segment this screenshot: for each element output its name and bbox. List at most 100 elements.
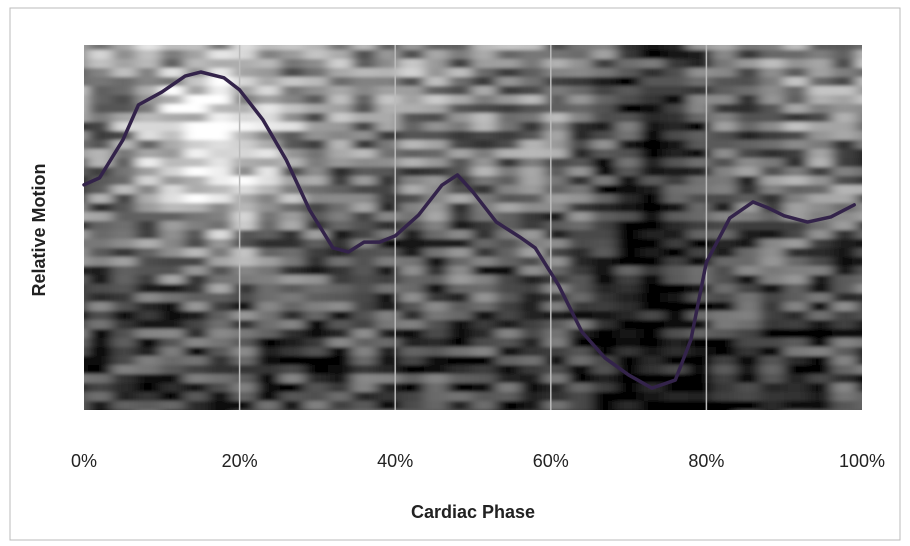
heatmap-cell — [736, 149, 762, 159]
heatmap-cell — [184, 50, 210, 60]
heatmap-cell — [544, 221, 570, 231]
heatmap-cell — [736, 68, 762, 78]
heatmap-cell — [112, 329, 138, 339]
heatmap-cell — [112, 122, 138, 132]
heatmap-cell — [616, 149, 642, 159]
heatmap-cell — [84, 248, 90, 258]
heatmap-cell — [520, 140, 546, 150]
heatmap-cell — [568, 356, 594, 366]
heatmap-cell — [736, 185, 762, 195]
heatmap-cell — [832, 45, 858, 51]
heatmap-cell — [472, 347, 498, 357]
heatmap-cell — [448, 167, 474, 177]
heatmap-cell — [184, 167, 210, 177]
heatmap-cell — [112, 383, 138, 393]
heatmap-cell — [424, 68, 450, 78]
heatmap-cell — [84, 239, 90, 249]
heatmap-cell — [376, 149, 402, 159]
heatmap-cell — [304, 140, 330, 150]
heatmap-cell — [280, 95, 306, 105]
heatmap-cell — [856, 374, 862, 384]
heatmap-cell — [688, 158, 714, 168]
heatmap-cell — [784, 194, 810, 204]
heatmap-cell — [616, 176, 642, 186]
heatmap-cell — [328, 293, 354, 303]
heatmap-cell — [832, 140, 858, 150]
heatmap-cell — [424, 338, 450, 348]
heatmap-cell — [184, 302, 210, 312]
heatmap-cell — [84, 221, 90, 231]
heatmap-cell — [832, 68, 858, 78]
heatmap-cell — [784, 365, 810, 375]
heatmap-cell — [592, 77, 618, 87]
heatmap-cell — [84, 194, 90, 204]
heatmap-cell — [112, 45, 138, 51]
heatmap-cell — [640, 95, 666, 105]
heatmap-cell — [712, 131, 738, 141]
heatmap-cell — [184, 401, 210, 410]
heatmap-cell — [472, 356, 498, 366]
heatmap-cell — [640, 185, 666, 195]
heatmap-cell — [88, 338, 114, 348]
heatmap-cell — [208, 122, 234, 132]
heatmap-cell — [664, 50, 690, 60]
heatmap-cell — [160, 266, 186, 276]
heatmap-cell — [568, 212, 594, 222]
heatmap-cell — [448, 221, 474, 231]
heatmap-cell — [88, 194, 114, 204]
heatmap-cell — [832, 149, 858, 159]
heatmap-cell — [496, 95, 522, 105]
heatmap-cell — [328, 194, 354, 204]
heatmap-cell — [208, 45, 234, 51]
heatmap-cell — [784, 131, 810, 141]
heatmap-cell — [160, 122, 186, 132]
heatmap-cell — [736, 338, 762, 348]
heatmap-cell — [84, 365, 90, 375]
heatmap-cell — [592, 176, 618, 186]
heatmap-cell — [784, 68, 810, 78]
heatmap-cell — [568, 59, 594, 69]
heatmap-cell — [184, 383, 210, 393]
heatmap-cell — [304, 239, 330, 249]
heatmap-cell — [352, 176, 378, 186]
heatmap-cell — [640, 401, 666, 410]
heatmap-cell — [736, 356, 762, 366]
heatmap-cell — [592, 365, 618, 375]
heatmap-cell — [88, 45, 114, 51]
heatmap-cell — [688, 167, 714, 177]
heatmap-cell — [616, 104, 642, 114]
heatmap-cell — [688, 113, 714, 123]
heatmap-cell — [232, 374, 258, 384]
heatmap-cell — [280, 149, 306, 159]
heatmap-cell — [832, 347, 858, 357]
heatmap-cell — [304, 68, 330, 78]
heatmap-cell — [808, 329, 834, 339]
heatmap-cell — [328, 221, 354, 231]
heatmap-cell — [808, 383, 834, 393]
heatmap-cell — [856, 329, 862, 339]
heatmap-cell — [568, 284, 594, 294]
heatmap-cell — [664, 266, 690, 276]
heatmap-cell — [232, 284, 258, 294]
heatmap-cell — [616, 194, 642, 204]
heatmap-cell — [232, 230, 258, 240]
heatmap-cell — [640, 266, 666, 276]
heatmap-cell — [376, 158, 402, 168]
heatmap-cell — [520, 158, 546, 168]
heatmap-cell — [544, 176, 570, 186]
heatmap-cell — [160, 374, 186, 384]
heatmap-cell — [400, 257, 426, 267]
heatmap-cell — [856, 86, 862, 96]
heatmap-cell — [84, 122, 90, 132]
heatmap-cell — [256, 338, 282, 348]
heatmap-cell — [328, 50, 354, 60]
heatmap-cell — [304, 392, 330, 402]
heatmap-cell — [112, 194, 138, 204]
heatmap-cell — [736, 239, 762, 249]
heatmap-cell — [616, 221, 642, 231]
heatmap-cell — [208, 311, 234, 321]
heatmap-cell — [84, 284, 90, 294]
heatmap-cell — [784, 212, 810, 222]
heatmap-cell — [88, 167, 114, 177]
heatmap-cell — [520, 275, 546, 285]
